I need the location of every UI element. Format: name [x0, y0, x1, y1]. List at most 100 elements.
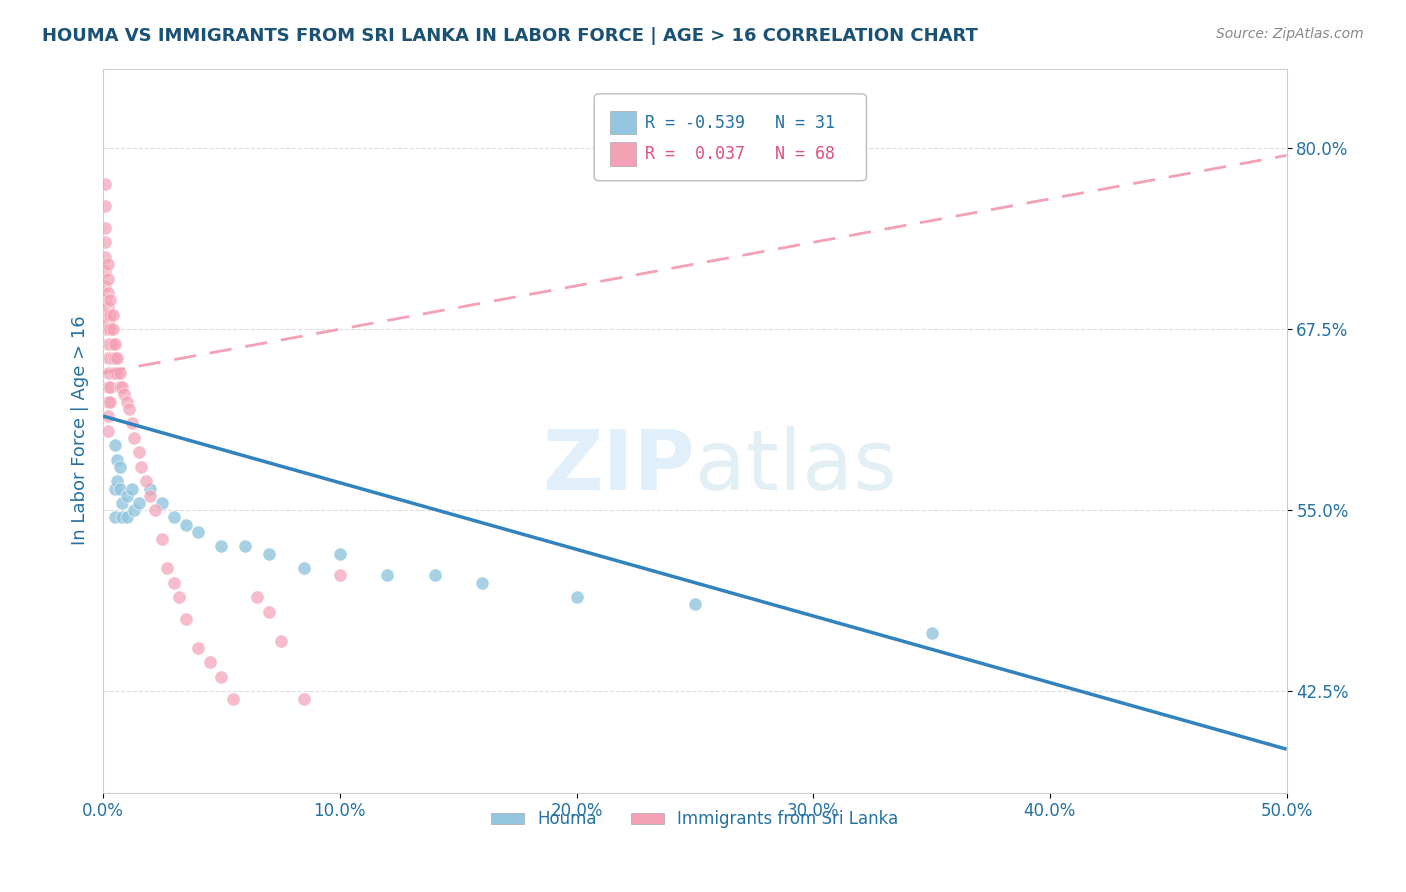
Point — [94, 293, 117, 308]
Point — [143, 503, 166, 517]
Text: R = -0.539   N = 31: R = -0.539 N = 31 — [645, 114, 835, 132]
Point — [98, 380, 121, 394]
Point — [101, 322, 124, 336]
Point — [94, 178, 117, 192]
Point — [156, 561, 179, 575]
Point — [292, 561, 315, 575]
Point — [97, 301, 120, 315]
FancyBboxPatch shape — [595, 94, 866, 181]
Point — [97, 351, 120, 366]
Point — [98, 322, 121, 336]
Point — [104, 336, 127, 351]
Point — [423, 568, 446, 582]
Point — [108, 366, 131, 380]
Point — [115, 510, 138, 524]
Point — [150, 532, 173, 546]
Point — [97, 409, 120, 423]
Point — [101, 351, 124, 366]
Point — [114, 387, 136, 401]
Point — [683, 598, 706, 612]
Text: Source: ZipAtlas.com: Source: ZipAtlas.com — [1216, 27, 1364, 41]
Point — [94, 250, 117, 264]
Point — [97, 424, 120, 438]
Bar — [610, 112, 636, 135]
Point — [97, 271, 120, 285]
Point — [98, 308, 121, 322]
Point — [94, 264, 117, 278]
Point — [150, 496, 173, 510]
Point — [98, 336, 121, 351]
Point — [97, 285, 120, 300]
Point — [104, 482, 127, 496]
Point — [111, 380, 134, 394]
Point — [139, 482, 162, 496]
Point — [122, 431, 145, 445]
Point — [163, 575, 186, 590]
Point — [97, 380, 120, 394]
Point — [128, 445, 150, 459]
Point — [94, 308, 117, 322]
Point — [121, 417, 143, 431]
Point — [211, 670, 233, 684]
Point — [108, 459, 131, 474]
Point — [115, 489, 138, 503]
Text: atlas: atlas — [695, 426, 897, 508]
Point — [329, 568, 352, 582]
Point — [118, 401, 141, 416]
Point — [101, 308, 124, 322]
Point — [97, 322, 120, 336]
Point — [187, 524, 209, 539]
Point — [98, 293, 121, 308]
Point — [105, 475, 128, 489]
Point — [121, 482, 143, 496]
Point — [111, 496, 134, 510]
Point — [128, 496, 150, 510]
Point — [94, 199, 117, 213]
Point — [163, 510, 186, 524]
Legend: Houma, Immigrants from Sri Lanka: Houma, Immigrants from Sri Lanka — [485, 804, 905, 835]
Point — [94, 278, 117, 293]
Point — [167, 590, 190, 604]
Point — [129, 459, 152, 474]
Point — [139, 489, 162, 503]
Point — [233, 540, 256, 554]
Point — [135, 475, 157, 489]
Point — [101, 336, 124, 351]
Point — [270, 633, 292, 648]
Point — [97, 394, 120, 409]
Bar — [610, 143, 636, 166]
Point — [94, 322, 117, 336]
Point — [246, 590, 269, 604]
Point — [375, 568, 398, 582]
Point — [105, 366, 128, 380]
Point — [97, 315, 120, 329]
Point — [921, 626, 943, 640]
Point — [97, 366, 120, 380]
Point — [108, 482, 131, 496]
Point — [198, 656, 221, 670]
Point — [174, 612, 197, 626]
Point — [108, 380, 131, 394]
Point — [104, 510, 127, 524]
Point — [565, 590, 588, 604]
Point — [211, 540, 233, 554]
Point — [122, 503, 145, 517]
Point — [471, 575, 494, 590]
Point — [104, 351, 127, 366]
Point — [94, 235, 117, 250]
Y-axis label: In Labor Force | Age > 16: In Labor Force | Age > 16 — [72, 316, 89, 545]
Point — [257, 605, 280, 619]
Point — [101, 366, 124, 380]
Point — [98, 351, 121, 366]
Text: R =  0.037   N = 68: R = 0.037 N = 68 — [645, 145, 835, 163]
Text: ZIP: ZIP — [543, 426, 695, 508]
Point — [222, 691, 245, 706]
Point — [98, 394, 121, 409]
Point — [329, 547, 352, 561]
Point — [174, 517, 197, 532]
Point — [104, 366, 127, 380]
Point — [94, 220, 117, 235]
Point — [292, 691, 315, 706]
Point — [97, 257, 120, 271]
Point — [115, 394, 138, 409]
